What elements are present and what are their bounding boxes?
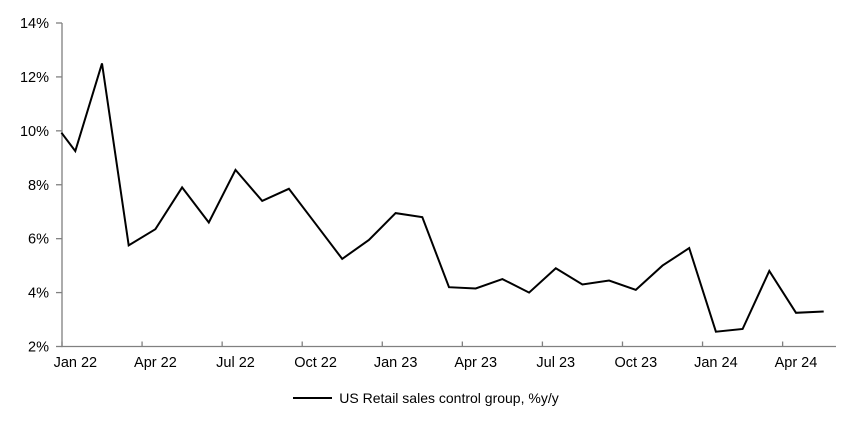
y-tick-label: 2% (28, 340, 49, 356)
legend: US Retail sales control group, %y/y (0, 388, 852, 408)
y-tick-label: 6% (28, 232, 49, 248)
legend-line-swatch (293, 397, 333, 399)
y-tick-label: 12% (20, 70, 49, 86)
legend-label: US Retail sales control group, %y/y (339, 390, 559, 406)
x-tick-label: Oct 23 (614, 355, 657, 371)
y-tick-label: 8% (28, 178, 49, 194)
x-tick-label: Oct 22 (294, 355, 337, 371)
x-tick-label: Apr 23 (454, 355, 497, 371)
x-tick-label: Jul 23 (536, 355, 575, 371)
x-tick-label: Jan 23 (374, 355, 418, 371)
y-tick-label: 4% (28, 286, 49, 302)
x-tick-label: Apr 24 (775, 355, 818, 371)
x-tick-label: Apr 22 (134, 355, 177, 371)
x-tick-label: Jan 22 (54, 355, 98, 371)
x-tick-label: Jan 24 (694, 355, 738, 371)
x-tick-label: Jul 22 (216, 355, 255, 371)
y-tick-label: 10% (20, 124, 49, 140)
series-line (60, 63, 824, 333)
y-tick-label: 14% (20, 16, 49, 32)
